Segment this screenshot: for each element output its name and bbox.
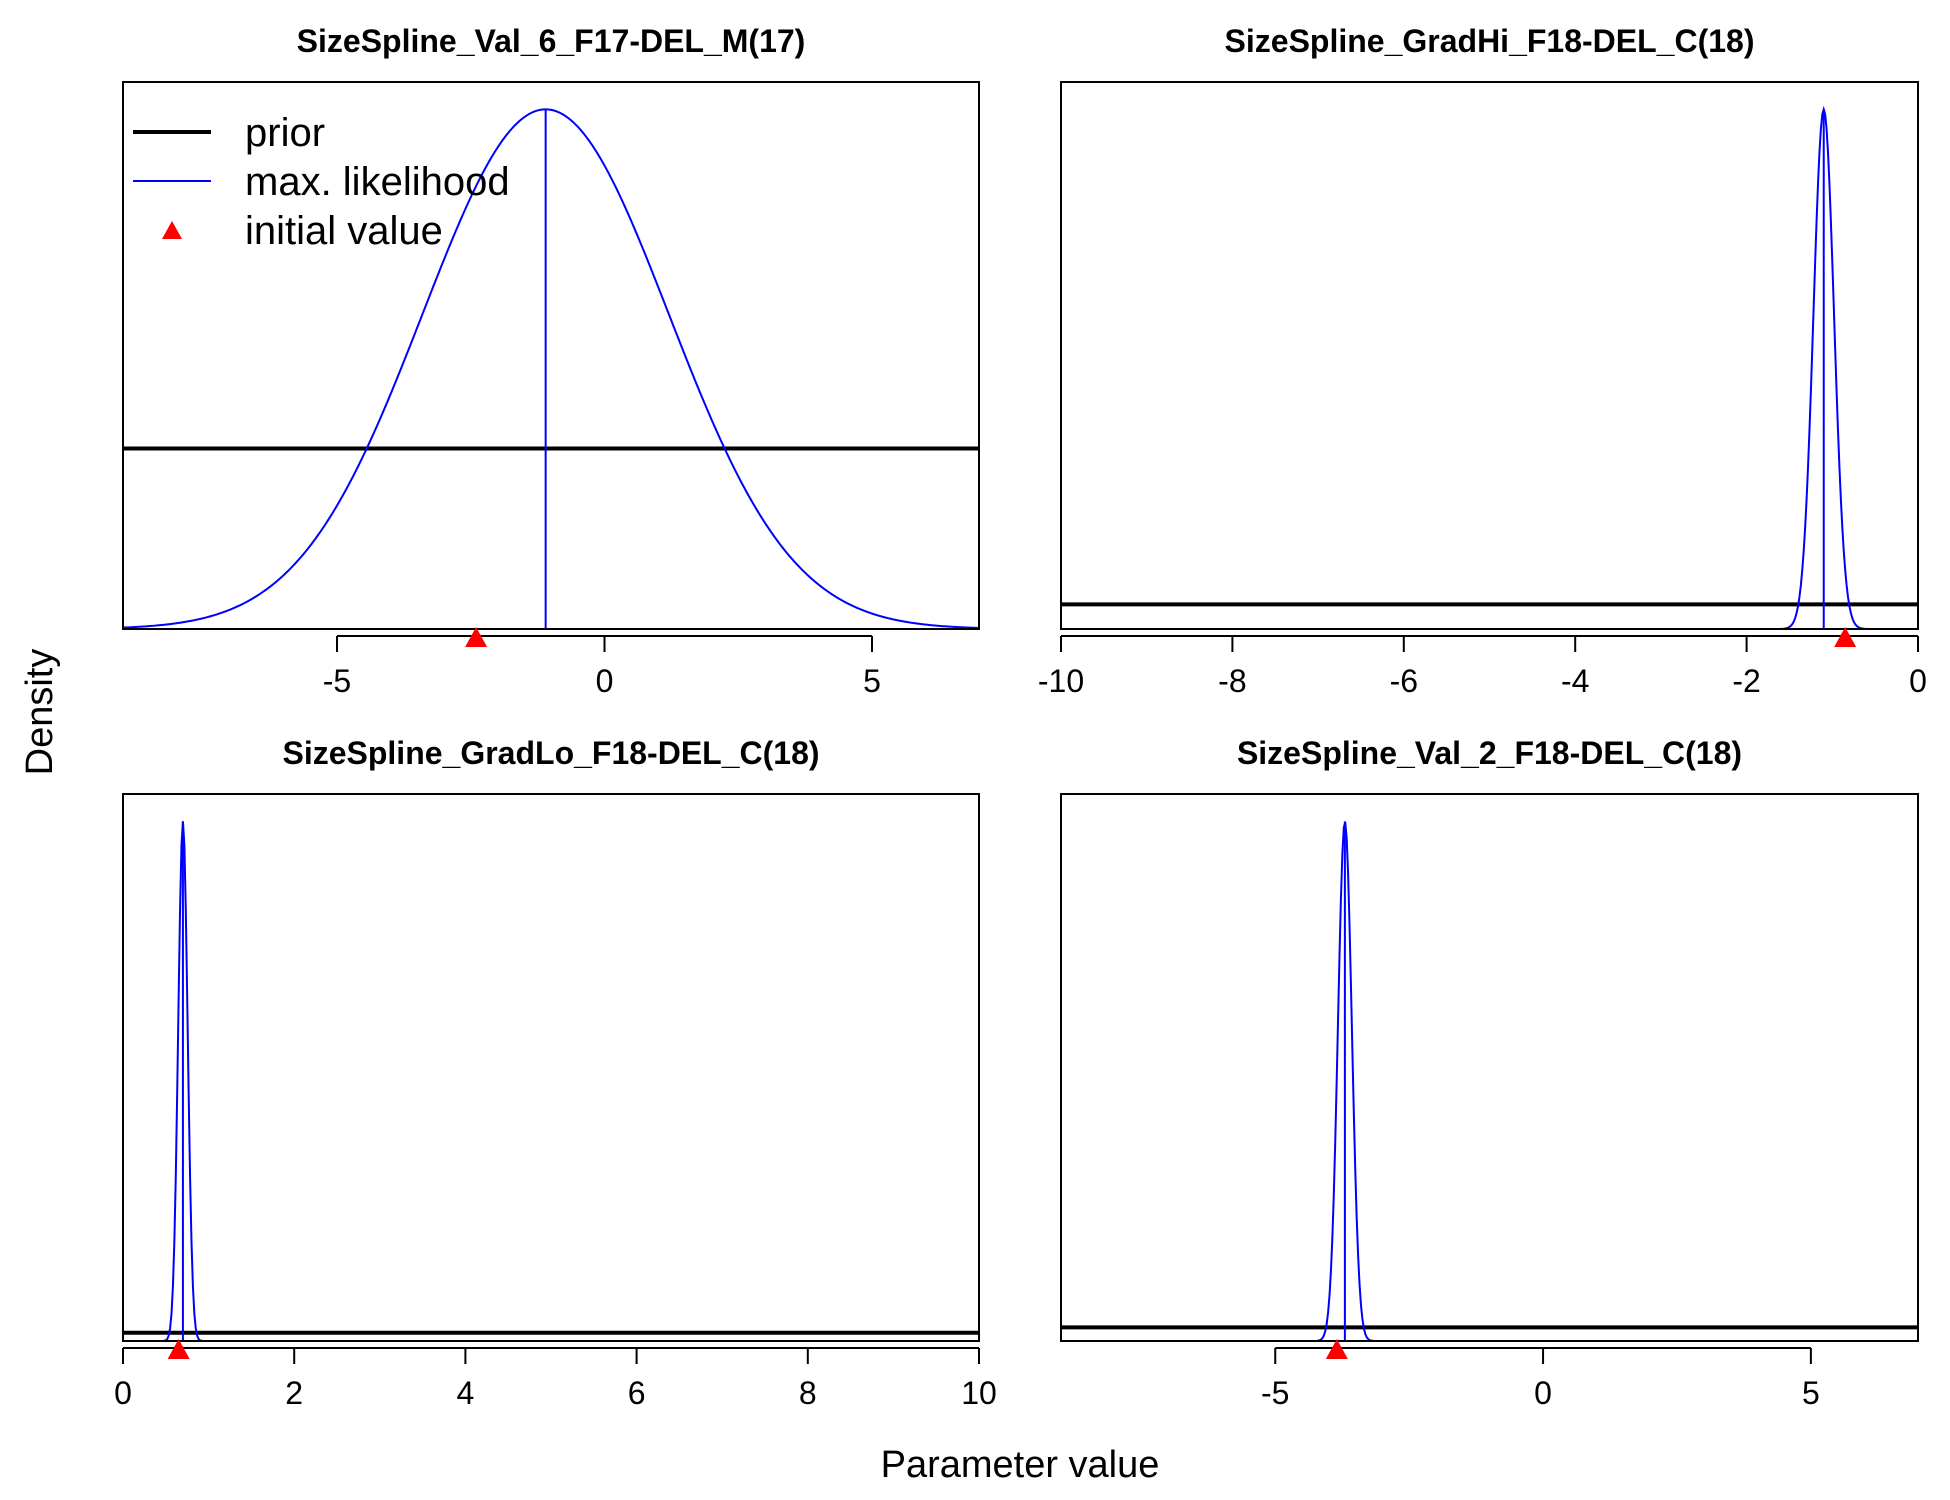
plot-frame <box>122 81 980 630</box>
legend-swatch <box>162 221 182 239</box>
panel-title: SizeSpline_Val_6_F17-DEL_M(17) <box>297 23 806 59</box>
panel-title: SizeSpline_GradHi_F18-DEL_C(18) <box>1225 23 1755 59</box>
x-tick-label: -10 <box>1038 663 1084 699</box>
panel-title: SizeSpline_Val_2_F18-DEL_C(18) <box>1237 735 1742 771</box>
x-tick-label: -8 <box>1218 663 1246 699</box>
panel-3: SizeSpline_GradLo_F18-DEL_C(18) 0 2 4 6 8 10 <box>114 735 997 1411</box>
x-tick-label: 0 <box>596 663 614 699</box>
mle-curve <box>123 821 979 1341</box>
x-tick-label: 8 <box>799 1375 817 1411</box>
legend-item-max-likelihood: max. likelihood <box>133 160 510 204</box>
legend-label: max. likelihood <box>245 160 510 204</box>
x-tick-label: 5 <box>863 663 881 699</box>
x-tick-label: 0 <box>1534 1375 1552 1411</box>
legend-item-initial-value: initial value <box>162 209 443 253</box>
plot-frame <box>1060 81 1919 630</box>
legend-label: initial value <box>245 209 443 253</box>
initial-value-marker <box>1834 627 1857 647</box>
initial-value-marker <box>1325 1339 1348 1359</box>
x-tick-label: 4 <box>457 1375 475 1411</box>
x-tick-label: 6 <box>628 1375 646 1411</box>
panel-2: SizeSpline_GradHi_F18-DEL_C(18) -10 -8 -6 -4… <box>1038 23 1927 699</box>
initial-value-marker <box>167 1339 190 1359</box>
x-tick-label: 0 <box>114 1375 132 1411</box>
y-axis-title: Density <box>19 649 61 776</box>
x-tick-label: 2 <box>285 1375 303 1411</box>
panel-title: SizeSpline_GradLo_F18-DEL_C(18) <box>282 735 819 771</box>
mle-curve <box>1061 105 1918 629</box>
panel-1: SizeSpline_Val_6_F17-DEL_M(17) -5 0 5 <box>122 23 980 699</box>
legend-label: prior <box>245 111 325 155</box>
x-tick-label: -5 <box>323 663 351 699</box>
x-tick-label: -2 <box>1732 663 1760 699</box>
x-tick-label: 5 <box>1802 1375 1820 1411</box>
mle-curve <box>1061 821 1918 1341</box>
initial-value-marker <box>465 627 488 647</box>
x-tick-label: -5 <box>1261 1375 1289 1411</box>
panel-4: SizeSpline_Val_2_F18-DEL_C(18) -5 0 5 <box>1060 735 1919 1411</box>
x-axis-title: Parameter value <box>881 1444 1160 1486</box>
plot-frame <box>122 793 980 1342</box>
legend: prior max. likelihood initial value <box>133 111 510 253</box>
plot-frame <box>1060 793 1919 1342</box>
panels-group: SizeSpline_Val_6_F17-DEL_M(17)-5 0 5SizeSp… <box>114 23 1927 1411</box>
x-tick-label: -6 <box>1390 663 1418 699</box>
x-tick-label: 0 <box>1909 663 1927 699</box>
x-tick-label: -4 <box>1561 663 1589 699</box>
mle-curve <box>123 108 979 629</box>
legend-item-prior: prior <box>133 111 325 155</box>
x-tick-label: 10 <box>961 1375 997 1411</box>
